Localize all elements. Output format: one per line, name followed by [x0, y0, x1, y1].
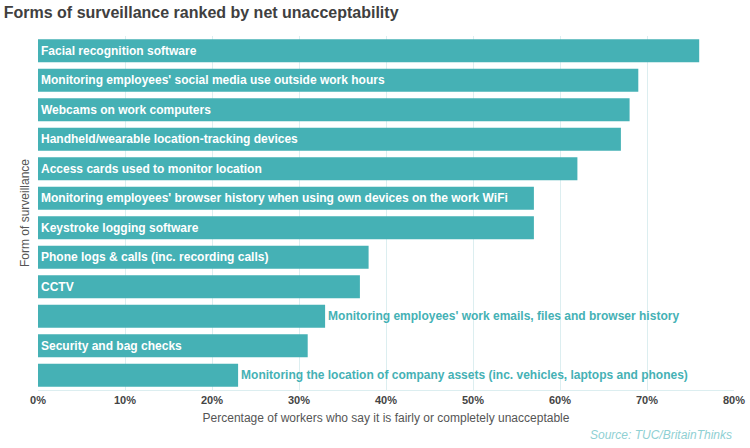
- svg-text:10%: 10%: [114, 394, 136, 406]
- svg-text:0%: 0%: [30, 394, 46, 406]
- svg-text:60%: 60%: [549, 394, 571, 406]
- svg-text:Webcams on work computers: Webcams on work computers: [41, 103, 211, 117]
- svg-text:50%: 50%: [462, 394, 484, 406]
- svg-text:Phone logs & calls (inc. recor: Phone logs & calls (inc. recording calls…: [41, 250, 268, 264]
- svg-text:Percentage of workers who say: Percentage of workers who say it is fair…: [203, 411, 570, 425]
- svg-text:Handheld/wearable location-tra: Handheld/wearable location-tracking devi…: [41, 132, 298, 146]
- svg-text:Access cards used to monitor l: Access cards used to monitor location: [41, 162, 262, 176]
- svg-text:20%: 20%: [201, 394, 223, 406]
- svg-text:CCTV: CCTV: [41, 280, 74, 294]
- svg-text:Monitoring the location of com: Monitoring the location of company asset…: [241, 368, 688, 382]
- svg-text:Form of surveillance: Form of surveillance: [18, 159, 32, 267]
- svg-text:80%: 80%: [723, 394, 745, 406]
- svg-text:70%: 70%: [636, 394, 658, 406]
- svg-text:Monitoring employees' browser: Monitoring employees' browser history wh…: [41, 191, 508, 205]
- svg-text:Monitoring employees' social m: Monitoring employees' social media use o…: [41, 73, 385, 87]
- svg-text:40%: 40%: [375, 394, 397, 406]
- svg-text:Forms of surveillance ranked b: Forms of surveillance ranked by net unac…: [4, 4, 399, 21]
- svg-text:Monitoring employees' work ema: Monitoring employees' work emails, files…: [328, 309, 679, 323]
- svg-text:Source: TUC/BritainThinks: Source: TUC/BritainThinks: [590, 428, 732, 442]
- svg-text:Facial recognition software: Facial recognition software: [41, 44, 197, 58]
- svg-text:Security and bag checks: Security and bag checks: [41, 339, 182, 353]
- svg-text:30%: 30%: [288, 394, 310, 406]
- svg-text:Keystroke logging software: Keystroke logging software: [41, 221, 199, 235]
